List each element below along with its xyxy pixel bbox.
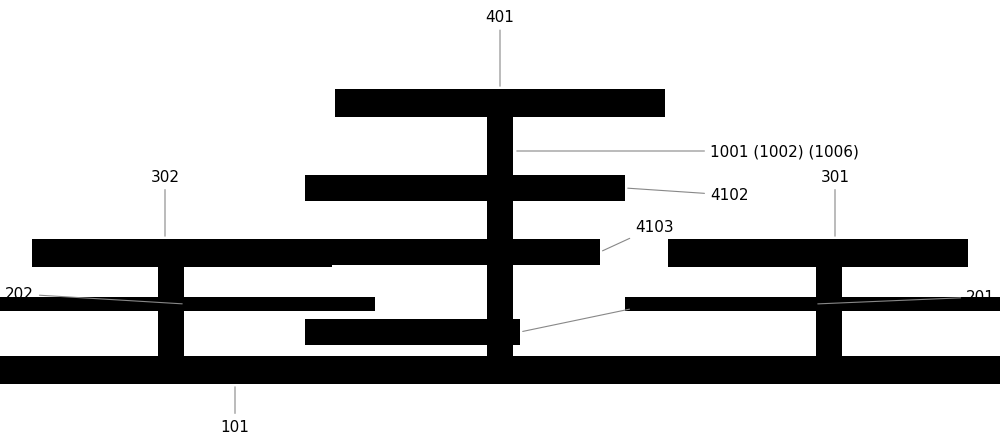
Text: 4103: 4103 bbox=[603, 220, 674, 251]
Text: 302: 302 bbox=[151, 170, 180, 237]
Bar bbox=[0, 356, 1000, 384]
Text: 4102: 4102 bbox=[628, 188, 748, 203]
Bar bbox=[0, 297, 375, 311]
Text: 201: 201 bbox=[818, 290, 995, 305]
Bar bbox=[625, 297, 1000, 311]
Text: 1001 (1002) (1006): 1001 (1002) (1006) bbox=[517, 144, 859, 159]
Bar bbox=[335, 90, 665, 118]
Bar bbox=[158, 267, 184, 383]
Text: 301: 301 bbox=[820, 170, 850, 237]
Bar bbox=[32, 240, 332, 267]
Text: 202: 202 bbox=[5, 287, 182, 304]
Text: 401: 401 bbox=[486, 10, 514, 87]
Bar bbox=[305, 176, 625, 201]
Text: 101: 101 bbox=[221, 387, 249, 434]
Bar bbox=[816, 267, 842, 383]
Bar bbox=[305, 240, 600, 265]
Bar bbox=[305, 319, 520, 345]
Text: 4104: 4104 bbox=[523, 297, 674, 332]
Bar bbox=[487, 118, 513, 359]
Bar bbox=[668, 240, 968, 267]
